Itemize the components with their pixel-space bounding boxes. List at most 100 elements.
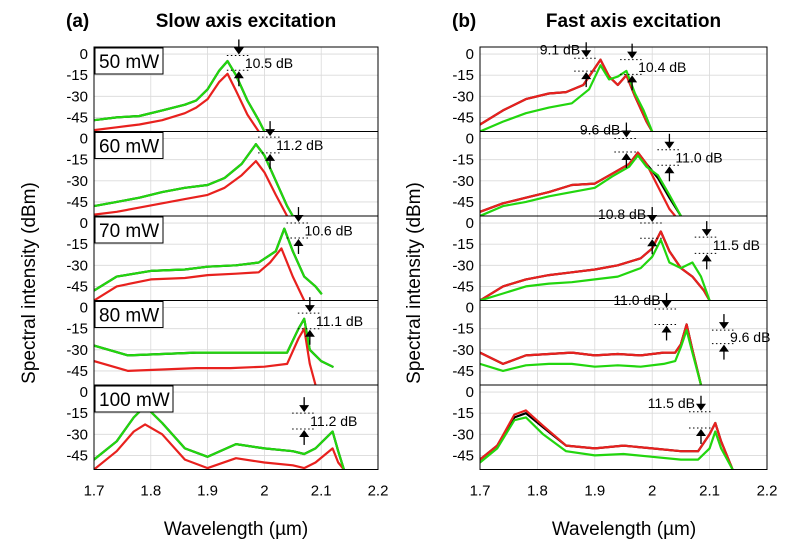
arrow-head-down (265, 129, 276, 137)
db-label: 11.5 dB (713, 237, 760, 253)
y-tick-label: 0 (466, 300, 474, 317)
y-tick-label: 0 (466, 215, 474, 232)
arrow-head-down (661, 300, 672, 308)
db-annotation: 11.2 dB (258, 121, 323, 169)
arrow-head-up (647, 239, 658, 247)
subplot-row-1: 0 -15 -30 -45 10.5 dB 50 mW (66, 39, 379, 132)
trace-green (480, 154, 682, 216)
db-label: 9.6 dB (580, 122, 620, 138)
y-tick-label: -15 (452, 67, 474, 84)
x-tick-label: 1.8 (140, 483, 161, 500)
x-tick-label: 2.1 (311, 483, 332, 500)
trace-red (480, 409, 734, 470)
arrow-head-up (621, 153, 632, 161)
trace-green (480, 329, 703, 385)
y-tick-label: -15 (452, 236, 474, 253)
trace-green (94, 60, 266, 132)
power-label-text: 70 mW (99, 221, 159, 242)
traces (94, 317, 334, 385)
arrow-head-down (664, 141, 675, 149)
y-tick-label: -45 (66, 109, 88, 126)
arrow-head-down (621, 130, 632, 138)
y-tick-label: 0 (80, 131, 88, 148)
trace-green (94, 227, 323, 295)
db-label: 11.2 dB (276, 137, 323, 153)
y-tick-label: -30 (452, 342, 474, 359)
db-annotation: 11.5 dB (694, 221, 760, 270)
db-annotation: 10.5 dB (226, 39, 293, 87)
arrow-head-up (661, 325, 672, 333)
y-tick-label: -30 (452, 173, 474, 190)
arrow-head-down (293, 215, 304, 223)
arrow-head-down (647, 215, 658, 223)
arrow-head-down (233, 47, 244, 55)
arrow-head-down (701, 229, 712, 237)
db-label: 10.6 dB (304, 223, 352, 239)
y-tick-label: -45 (66, 363, 88, 380)
trace-green (480, 238, 711, 301)
y-tick-label: -45 (452, 447, 474, 464)
power-label-box (94, 47, 164, 75)
trace-black (94, 405, 345, 470)
arrow-head-up (664, 166, 675, 174)
y-tick-label: -30 (452, 257, 474, 274)
traces (94, 227, 323, 301)
y-tick-label: -30 (66, 426, 88, 443)
y-tick-label: 0 (80, 46, 88, 63)
x-tick-label: 2 (648, 483, 656, 500)
panel-title: Fast axis excitation (546, 11, 721, 32)
subplot-frame (479, 46, 768, 132)
trace-green (94, 405, 345, 470)
x-tick-label: 1.7 (470, 483, 491, 500)
y-tick-label: 0 (466, 384, 474, 401)
panels: (a) Slow axis excitation 1.7 1.8 1.9 2 2.1 2.2 0… (66, 11, 777, 500)
trace-red (480, 323, 703, 385)
arrow-head-up (695, 428, 706, 436)
trace-red (480, 230, 711, 301)
db-annotation: 9.6 dB (580, 122, 639, 169)
power-label: 50 mW (94, 47, 164, 75)
db-label: 11.0 dB (675, 150, 722, 166)
traces (480, 151, 682, 216)
panel-title: Slow axis excitation (156, 11, 337, 32)
db-annotation: 11.0 dB (657, 133, 723, 182)
y-tick-label: -30 (66, 88, 88, 105)
arrow-head-up (627, 75, 638, 83)
db-label: 11.0 dB (613, 292, 660, 308)
arrow-head-up (718, 344, 729, 352)
subplot-row-3: 0 -15 -30 -45 10.6 dB 70 mW (66, 207, 379, 301)
traces (480, 58, 654, 132)
panel-b: (b) Fast axis excitation 1.7 1.8 1.9 2 2.1 2.2 0… (452, 11, 777, 500)
y-tick-label: -30 (452, 426, 474, 443)
x-axis-title: Wavelength (µm) (164, 519, 308, 540)
traces (94, 60, 266, 132)
y-tick-label: 0 (80, 384, 88, 401)
db-label: 10.8 dB (598, 206, 646, 222)
subplot-row-4: 0 -15 -30 -45 11.1 dB 80 mW (66, 297, 379, 386)
y-tick-label: -15 (452, 321, 474, 338)
x-tick-label: 1.9 (584, 483, 605, 500)
db-annotation: 10.4 dB (620, 43, 686, 91)
power-label: 60 mW (94, 132, 164, 159)
y-tick-label: 0 (80, 215, 88, 232)
y-axis-title: Spectral intensity (dBm) (19, 182, 40, 384)
db-label: 9.1 dB (540, 41, 580, 57)
db-label: 11.2 dB (310, 413, 357, 429)
y-tick-label: -15 (452, 152, 474, 169)
arrow-head-up (701, 254, 712, 262)
subplot-frame (479, 384, 768, 470)
y-tick-label: -45 (66, 278, 88, 295)
y-tick-label: -45 (66, 447, 88, 464)
db-annotation: 11.2 dB (292, 397, 357, 445)
power-label-box (94, 385, 174, 413)
x-tick-label: 2.1 (699, 483, 720, 500)
db-label: 11.1 dB (316, 313, 363, 329)
db-label: 10.5 dB (245, 55, 293, 71)
power-label-text: 50 mW (99, 52, 159, 73)
db-annotation: 10.6 dB (286, 207, 353, 254)
subplot-row-3: 0 -15 -30 -45 10.8 dB 11.5 dB (452, 206, 768, 301)
x-tick-label: 2.2 (757, 483, 778, 500)
arrow-head-down (695, 403, 706, 411)
trace-red (480, 151, 677, 216)
power-label-box (94, 216, 164, 244)
